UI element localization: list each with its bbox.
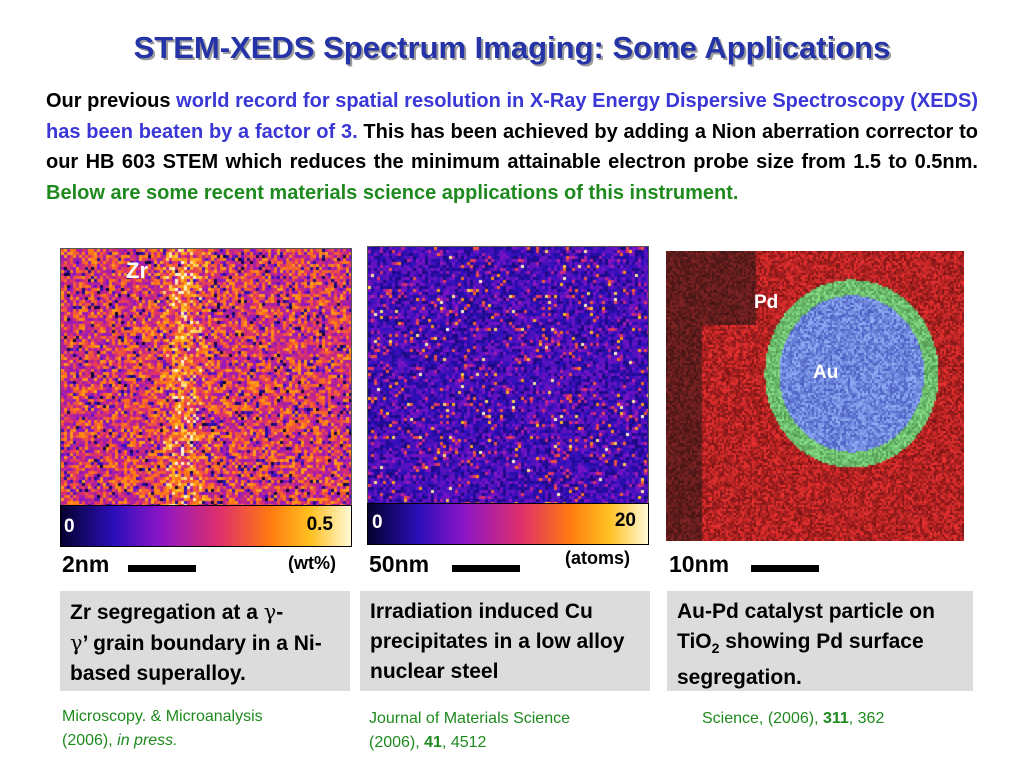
reference-cu-volume: 41 xyxy=(424,734,442,751)
intro-text-2: This has been achieved by adding a Nion … xyxy=(46,120,978,174)
caption-au-pd-subscript: 2 xyxy=(711,640,720,657)
intro-text-highlight: world record for spatial resolution in X… xyxy=(46,90,978,143)
gamma-prime-symbol: γ xyxy=(70,631,83,655)
cu-unit: (atoms) xyxy=(565,548,631,568)
cu-colorbar: 0 20 xyxy=(367,503,649,545)
au-pd-composite-image xyxy=(666,251,964,541)
caption-au-pd-text-1: Au-Pd catalyst particle on TiO xyxy=(677,600,935,653)
zr-label: Zr xyxy=(126,258,148,283)
cu-map-image xyxy=(367,246,649,504)
reference-au-pd-page: , 362 xyxy=(848,710,885,727)
zr-colorbar: 0 0.5 xyxy=(60,505,352,547)
gamma-symbol: γ xyxy=(263,600,277,624)
reference-zr: Microscopy. & Microanalysis (2006), in p… xyxy=(62,705,263,753)
caption-au-pd-text-2: showing Pd surface segregation. xyxy=(677,630,924,690)
reference-cu: Journal of Materials Science (2006), 41,… xyxy=(369,707,570,755)
reference-zr-year: (2006), xyxy=(62,732,118,749)
au-label: Au xyxy=(813,362,839,383)
zr-unit: (wt%) xyxy=(288,553,336,573)
caption-zr-dash: - xyxy=(276,601,284,624)
cu-colorbar-min: 0 xyxy=(372,512,383,533)
reference-cu-journal: Journal of Materials Science xyxy=(369,710,570,727)
reference-zr-journal: Microscopy. & Microanalysis xyxy=(62,708,263,725)
zr-map-image xyxy=(60,248,352,506)
zr-colorbar-min: 0 xyxy=(64,516,75,537)
slide-title: STEM-XEDS Spectrum Imaging: Some Applica… xyxy=(133,30,891,65)
reference-au-pd-volume: 311 xyxy=(822,710,849,727)
intro-text-applications: Below are some recent materials science … xyxy=(46,181,739,204)
caption-zr-text-2: ’ grain boundary in a Ni- based superall… xyxy=(70,632,322,685)
cu-scale-bar xyxy=(452,565,520,572)
zr-scale-label: 2nm xyxy=(62,551,110,577)
zr-scale-bar xyxy=(128,565,196,572)
caption-cu: Irradiation induced Cu precipitates in a… xyxy=(360,591,650,691)
caption-zr-text-1: Zr segregation at a xyxy=(70,601,264,624)
caption-zr: Zr segregation at a γ-γ’ grain boundary … xyxy=(60,591,350,691)
pd-label: Pd xyxy=(754,292,779,313)
cu-colorbar-max: 20 xyxy=(614,510,636,531)
intro-text-1: Our previous xyxy=(46,90,177,112)
au-pd-scale-bar xyxy=(751,565,819,572)
caption-au-pd: Au-Pd catalyst particle on TiO2 showing … xyxy=(667,591,973,691)
reference-zr-status: in press. xyxy=(117,732,178,749)
au-pd-scale-label: 10nm xyxy=(669,551,730,577)
reference-au-pd: Science, (2006), 311, 362 xyxy=(702,707,884,731)
reference-cu-year: (2006), xyxy=(369,734,425,751)
reference-au-pd-journal: Science, (2006), xyxy=(702,710,823,727)
zr-colorbar-max: 0.5 xyxy=(306,514,333,535)
cu-scale-label: 50nm xyxy=(369,551,430,577)
intro-paragraph: Our previous world record for spatial re… xyxy=(46,86,978,208)
reference-cu-page: , 4512 xyxy=(441,734,487,751)
